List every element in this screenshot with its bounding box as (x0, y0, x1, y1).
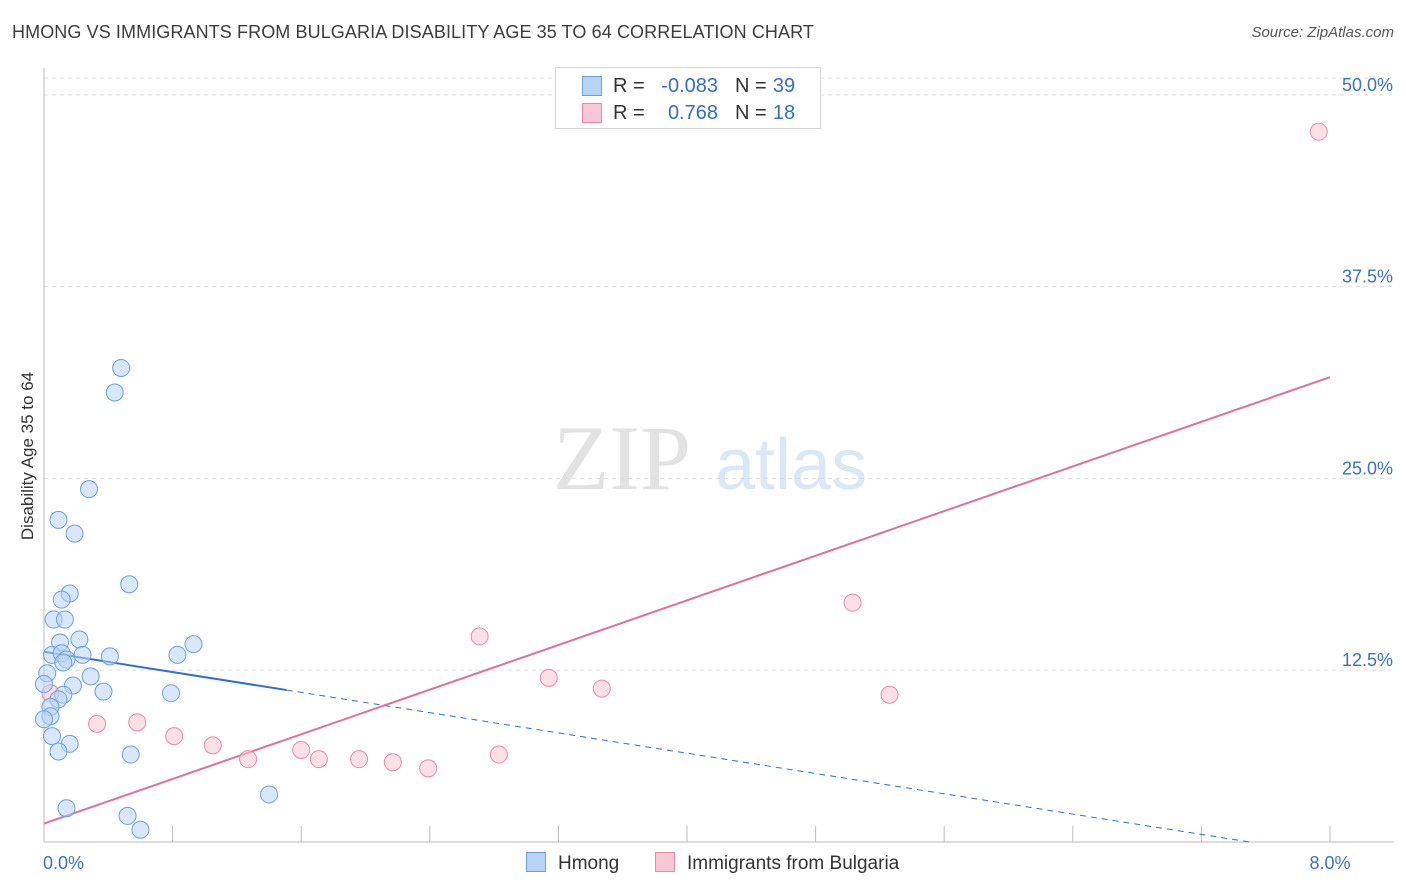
data-point-hmong (73, 645, 92, 664)
watermark: ZIP atlas (553, 407, 867, 509)
n-label: N = (735, 75, 767, 97)
data-point-hmong (118, 806, 137, 825)
data-point-bulgaria (309, 750, 328, 769)
data-point-hmong (57, 799, 76, 818)
legend-label-bulgaria: Immigrants from Bulgaria (687, 853, 900, 874)
source-label: Source: ZipAtlas.com (1251, 24, 1394, 41)
legend-label-hmong: Hmong (558, 853, 620, 874)
n-value: 39 (772, 75, 796, 97)
point-layer (35, 122, 1328, 839)
y-tick-label: 50.0% (1342, 75, 1393, 95)
data-point-hmong (70, 630, 89, 649)
legend-item-hmong[interactable]: Hmong (526, 852, 619, 875)
r-value: -0.083 (661, 75, 718, 97)
watermark-zip: ZIP (553, 407, 691, 509)
data-point-bulgaria (843, 593, 862, 612)
stats-row-hmong: R = -0.083 N = 39 (556, 73, 820, 99)
legend-swatch-hmong (526, 852, 546, 872)
axis-layer: 12.5% 25.0% 37.5% 50.0% 0.0% 8.0% (43, 68, 1394, 873)
data-point-bulgaria (165, 727, 184, 746)
data-point-hmong (54, 653, 73, 672)
data-point-hmong (184, 635, 203, 654)
data-point-hmong (161, 684, 180, 703)
data-point-hmong (120, 575, 139, 594)
data-point-bulgaria (489, 745, 508, 764)
data-point-hmong (131, 820, 150, 839)
data-point-hmong (105, 383, 124, 402)
stats-box: R = -0.083 N = 39 R = 0.768 N = 18 (555, 67, 821, 129)
data-point-bulgaria (1309, 122, 1328, 141)
data-point-hmong (121, 745, 140, 764)
r-label: R = (613, 102, 645, 124)
r-value: 0.768 (667, 102, 718, 124)
data-point-bulgaria (128, 713, 147, 732)
data-point-hmong (260, 785, 279, 804)
y-tick-label: 12.5% (1342, 650, 1393, 670)
data-point-bulgaria (88, 714, 107, 733)
data-point-hmong (35, 674, 53, 693)
n-value: 18 (772, 102, 796, 124)
x-tick-label: 0.0% (43, 853, 84, 873)
data-point-hmong (168, 645, 187, 664)
data-point-bulgaria (239, 750, 258, 769)
legend-swatch-bulgaria (655, 852, 675, 872)
data-point-hmong (43, 727, 62, 746)
legend-item-bulgaria[interactable]: Immigrants from Bulgaria (655, 852, 899, 875)
bulgaria-swatch (582, 103, 602, 123)
data-point-hmong (81, 667, 100, 686)
data-point-hmong (55, 610, 74, 629)
data-point-bulgaria (203, 736, 222, 755)
grid-layer (44, 77, 1394, 671)
y-axis-label: Disability Age 35 to 64 (18, 372, 37, 540)
trend-line-hmong-extension (286, 689, 1250, 843)
data-point-hmong (65, 524, 84, 543)
trend-line-bulgaria (43, 376, 1331, 825)
data-point-bulgaria (539, 668, 558, 687)
data-point-hmong (52, 590, 71, 609)
hmong-swatch (582, 76, 602, 96)
y-tick-label: 37.5% (1342, 267, 1393, 287)
data-point-hmong (100, 647, 119, 666)
n-label: N = (735, 102, 767, 124)
chart-title: HMONG VS IMMIGRANTS FROM BULGARIA DISABI… (12, 22, 815, 42)
data-point-bulgaria (470, 627, 489, 646)
data-point-hmong (35, 710, 53, 729)
x-tick-label: 8.0% (1309, 853, 1350, 873)
data-point-hmong (94, 682, 113, 701)
data-point-bulgaria (383, 753, 402, 772)
data-point-hmong (80, 480, 99, 499)
data-point-bulgaria (292, 740, 311, 759)
stats-row-bulgaria: R = 0.768 N = 18 (556, 100, 820, 126)
y-tick-label: 25.0% (1342, 458, 1393, 478)
data-point-hmong (49, 742, 68, 761)
r-label: R = (613, 75, 645, 97)
data-point-hmong (112, 358, 131, 377)
data-point-bulgaria (592, 679, 611, 698)
data-point-hmong (49, 510, 68, 529)
data-point-bulgaria (419, 759, 438, 778)
data-point-bulgaria (350, 750, 369, 769)
data-point-bulgaria (880, 685, 899, 704)
legend: Hmong Immigrants from Bulgaria (0, 850, 1406, 880)
watermark-atlas: atlas (715, 425, 867, 505)
